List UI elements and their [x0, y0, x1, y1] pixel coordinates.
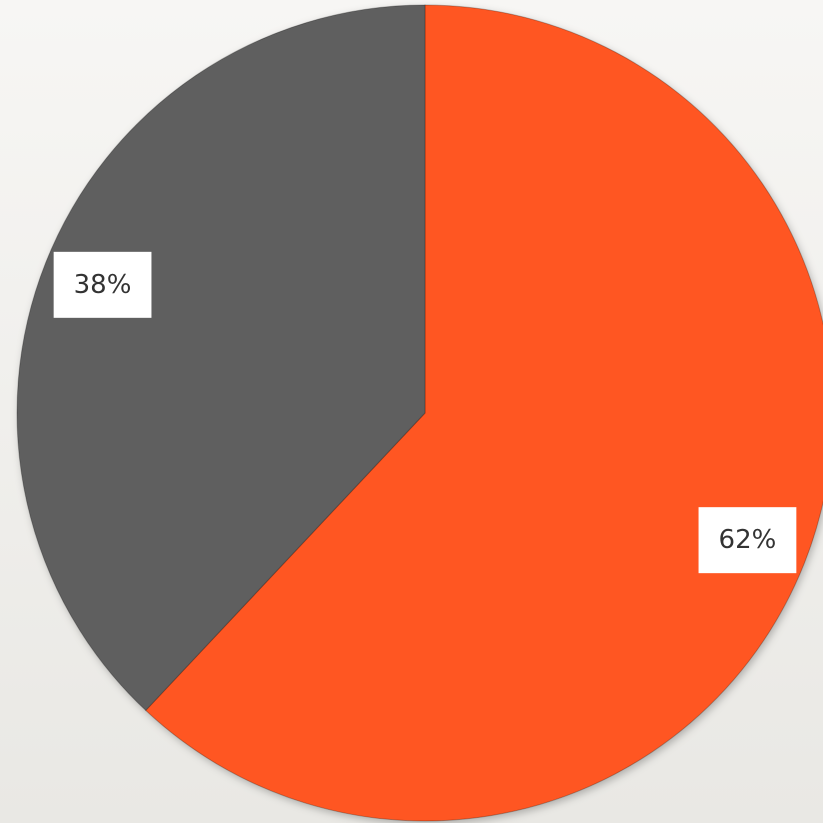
data-label-box: [698, 507, 797, 574]
pie: [16, 4, 823, 822]
pie-slice: [144, 4, 823, 822]
pie-slice: [16, 4, 426, 712]
data-label-box: [53, 251, 152, 318]
data-label: 38%: [74, 270, 132, 300]
data-label: 62%: [719, 525, 777, 555]
labels: 62% 38%: [53, 251, 797, 574]
